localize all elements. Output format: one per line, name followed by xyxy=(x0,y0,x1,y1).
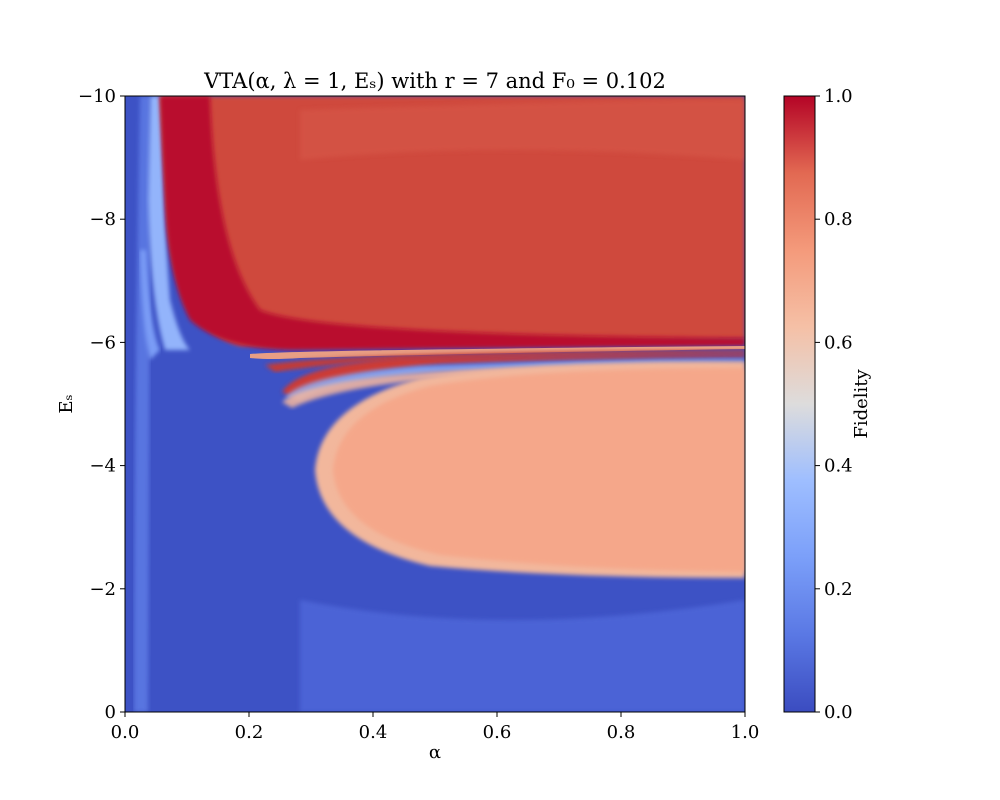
colorbar-tick-label: 0.4 xyxy=(824,456,853,477)
heatmap-fringe-1 xyxy=(250,346,745,359)
x-tick-label: 1.0 xyxy=(731,722,760,743)
colorbar-tick-label: 0.2 xyxy=(824,579,853,600)
y-tick-label: −2 xyxy=(89,579,116,600)
heatmap-left-stripe xyxy=(148,96,190,350)
heatmap xyxy=(125,96,745,712)
y-tick-label: 0 xyxy=(105,702,116,723)
heatmap-fringe-4 xyxy=(285,359,745,400)
y-tick-label: −10 xyxy=(78,86,116,107)
x-axis: 0.0 0.2 0.4 0.6 0.8 1.0 xyxy=(111,712,760,743)
colorbar-tick-label: 0.0 xyxy=(824,702,853,723)
y-tick-label: −8 xyxy=(89,209,116,230)
colorbar-tick-label: 0.6 xyxy=(824,332,853,353)
x-tick-label: 0.0 xyxy=(111,722,140,743)
colorbar xyxy=(783,95,816,713)
chart-title: VTA(α, λ = 1, Eₛ) with r = 7 and F₀ = 0.… xyxy=(203,69,666,93)
heatmap-fringe-2 xyxy=(265,350,745,372)
plot-frame xyxy=(124,95,746,713)
y-axis-label: Eₛ xyxy=(56,394,77,413)
colorbar-axis: 0.0 0.2 0.4 0.6 0.8 1.0 xyxy=(815,86,853,723)
colorbar-tick-label: 0.8 xyxy=(824,209,853,230)
x-tick-label: 0.4 xyxy=(359,722,388,743)
colorbar-tick-label: 1.0 xyxy=(824,86,853,107)
y-axis: 0 −2 −4 −6 −8 −10 xyxy=(78,86,125,723)
colorbar-label: Fidelity xyxy=(851,369,872,439)
heatmap-lower-region xyxy=(300,600,745,712)
y-tick-label: −6 xyxy=(89,332,116,353)
y-tick-label: −4 xyxy=(89,456,116,477)
heatmap-ellipse-plateau xyxy=(333,368,745,572)
x-tick-label: 0.8 xyxy=(607,722,636,743)
x-tick-label: 0.6 xyxy=(483,722,512,743)
x-axis-label: α xyxy=(429,742,441,763)
x-tick-label: 0.2 xyxy=(235,722,264,743)
heatmap-fringe-3 xyxy=(282,354,745,398)
